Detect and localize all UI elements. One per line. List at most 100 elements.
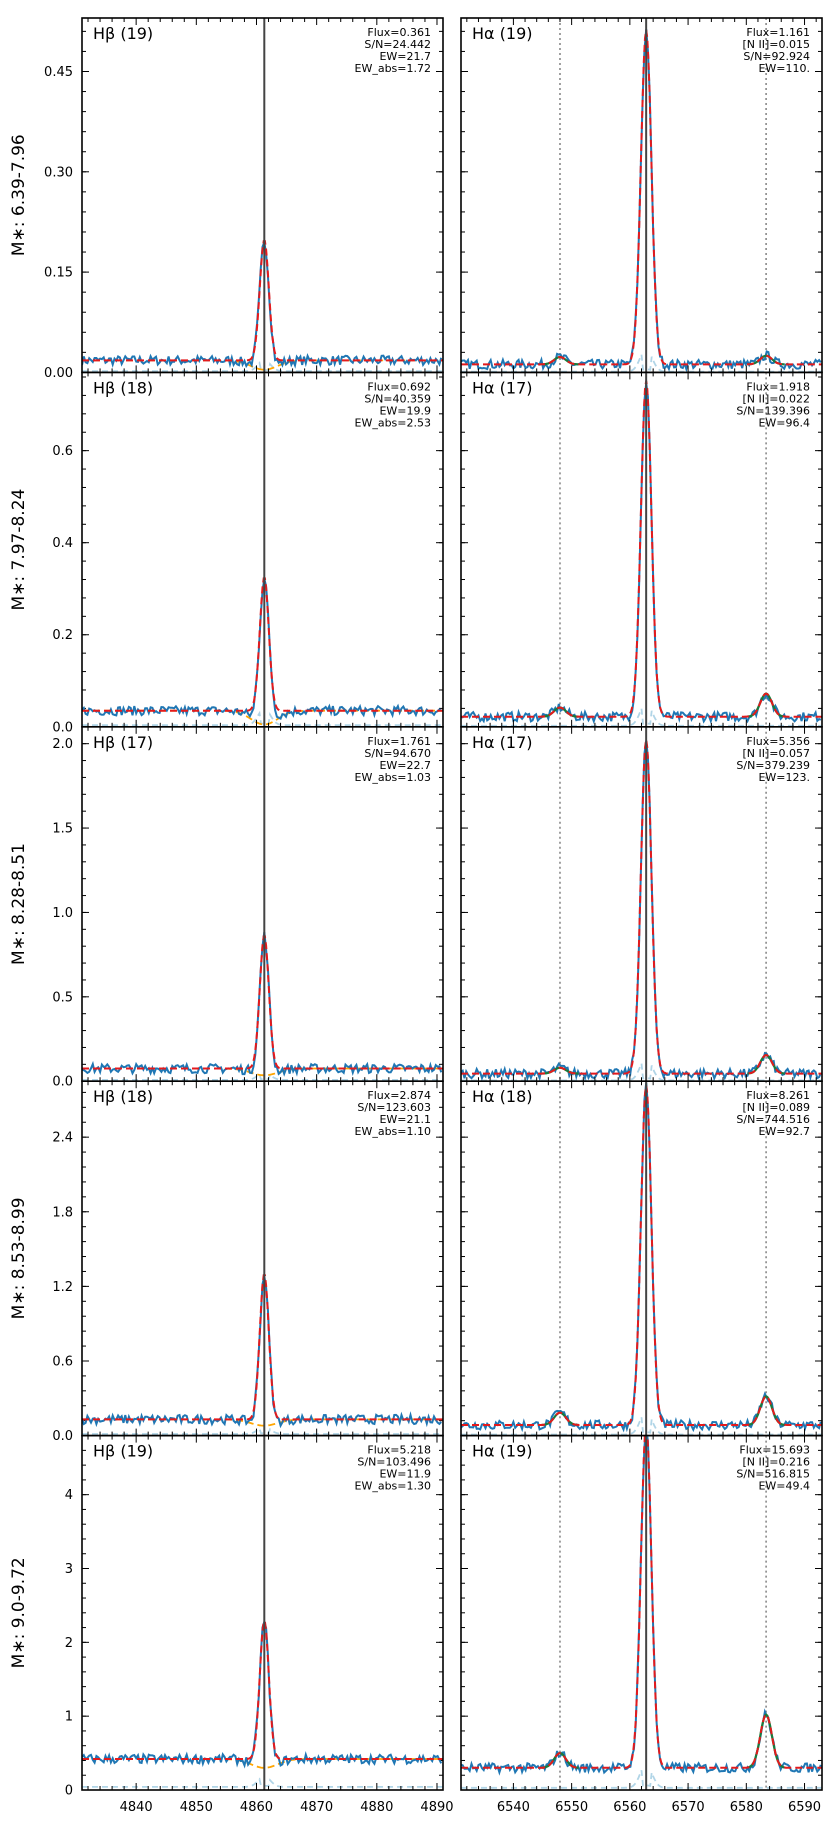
halpha-panel: Hα (17) Flux=5.356[N II]=0.057S/N=379.239…	[460, 725, 823, 1082]
fit-stat-text: S/N=103.496	[357, 1456, 431, 1469]
fit-stat-text: EW=22.7	[379, 759, 431, 772]
model-fit-line	[82, 1274, 443, 1421]
panel-frame	[81, 1434, 444, 1791]
hbeta-panel: Hβ (19) Flux=0.361S/N=24.442EW=21.7EW_abs…	[81, 17, 444, 374]
plot-area	[82, 18, 443, 373]
x-tick-label: 6540	[497, 1800, 530, 1815]
row-mass-label: M∗: 9.0-9.72	[9, 1557, 29, 1668]
y-tick-label: 0.6	[52, 444, 73, 459]
emission-line-name: Hβ (17)	[93, 733, 153, 752]
plot-area	[82, 1081, 443, 1436]
fit-stat-text: Flux=5.218	[367, 1444, 431, 1457]
y-tick-label: 4	[65, 1488, 73, 1503]
y-tick-label: 0.0	[52, 720, 73, 735]
fit-stat-text: [N II]=0.057	[742, 747, 810, 760]
residual-line	[461, 1769, 822, 1789]
emission-line-name: Hβ (18)	[93, 1087, 153, 1106]
emission-line-name: Hα (18)	[472, 1087, 533, 1106]
fit-stat-text: S/N=379.239	[736, 759, 810, 772]
model-fit-line	[82, 1620, 443, 1760]
emission-line-name: Hα (17)	[472, 378, 533, 397]
y-tick-label: 2.4	[52, 1131, 73, 1146]
halpha-panel: Hα (17) Flux=1.918[N II]=0.022S/N=139.396…	[460, 371, 823, 728]
fit-stat-text: EW=11.9	[379, 1468, 431, 1481]
y-tick-label: 0.0	[52, 1429, 73, 1444]
plot-area	[461, 372, 822, 727]
hbeta-panel: Hβ (17) Flux=1.761S/N=94.670EW=22.7EW_abs…	[81, 725, 444, 1082]
data-spectrum-line	[82, 238, 443, 369]
y-tick-label: 0.6	[52, 1354, 73, 1369]
hbeta-panel: Hβ (19) Flux=5.218S/N=103.496EW=11.9EW_ab…	[81, 1434, 444, 1791]
fit-stat-text: Flux=0.361	[367, 26, 431, 39]
fit-stat-text: S/N=40.359	[364, 392, 431, 405]
model-fit-line	[82, 577, 443, 712]
fit-stat-text: Flux=2.874	[367, 1089, 431, 1102]
residual-line	[82, 361, 443, 373]
residual-line	[82, 1777, 443, 1788]
fit-stat-text: Flux=1.761	[367, 735, 431, 748]
fit-stat-text: EW=92.7	[758, 1125, 810, 1138]
fit-stat-text: S/N=139.396	[736, 404, 810, 417]
row-mass-label: M∗: 6.39-7.96	[9, 134, 29, 256]
x-tick-label: 6580	[730, 1800, 763, 1815]
x-tick-label: 4870	[300, 1800, 333, 1815]
plot-area	[82, 372, 443, 727]
data-spectrum-line	[82, 1618, 443, 1769]
fit-stat-text: Flux=0.692	[367, 380, 431, 393]
x-tick-label: 4850	[180, 1800, 213, 1815]
fit-stat-text: S/N=94.670	[364, 747, 431, 760]
fit-stat-text: EW_abs=1.30	[355, 1480, 432, 1493]
y-tick-label: 0.5	[52, 990, 73, 1005]
row-mass-label: M∗: 7.97-8.24	[9, 489, 29, 611]
emission-line-name: Hα (19)	[472, 1442, 533, 1461]
halpha-panel: Hα (19) Flux=15.693[N II]=0.216S/N=516.81…	[460, 1434, 823, 1791]
fit-stat-text: EW_abs=1.10	[355, 1125, 432, 1138]
plot-area	[461, 1435, 822, 1790]
y-tick-label: 0.2	[52, 628, 73, 643]
fit-stat-text: Flux=1.918	[746, 380, 810, 393]
emission-line-name: Hβ (19)	[93, 24, 153, 43]
halpha-panel: Hα (18) Flux=8.261[N II]=0.089S/N=744.516…	[460, 1080, 823, 1437]
emission-line-name: Hβ (19)	[93, 1442, 153, 1461]
absorption-model-line	[82, 1418, 443, 1427]
fit-stat-text: [N II]=0.022	[742, 392, 810, 405]
fit-stat-text: S/N=92.924	[743, 50, 810, 63]
fit-stat-text: S/N=24.442	[364, 38, 431, 51]
y-tick-label: 0.15	[44, 266, 73, 281]
fit-stat-text: EW=49.4	[758, 1480, 810, 1493]
model-fit-line	[461, 1435, 822, 1769]
residual-line	[82, 1072, 443, 1081]
x-tick-label: 6590	[788, 1800, 821, 1815]
fit-stat-text: EW=123.	[758, 771, 810, 784]
fit-stat-text: S/N=123.603	[357, 1101, 431, 1114]
model-fit-line	[461, 1085, 822, 1426]
model-fit-line	[461, 739, 822, 1075]
residual-line	[461, 708, 822, 727]
emission-line-name: Hβ (18)	[93, 378, 153, 397]
fit-stat-text: Flux=15.693	[739, 1444, 810, 1457]
y-tick-label: 2	[65, 1636, 73, 1651]
y-tick-label: 1.0	[52, 906, 73, 921]
fit-stat-text: EW_abs=2.53	[355, 416, 432, 429]
emission-line-name: Hα (17)	[472, 733, 533, 752]
y-tick-label: 1.2	[52, 1280, 73, 1295]
residual-line	[82, 710, 443, 727]
fit-stat-text: EW=21.1	[379, 1113, 431, 1126]
residual-line	[461, 1416, 822, 1436]
data-spectrum-line	[82, 931, 443, 1077]
x-tick-label: 4880	[360, 1800, 393, 1815]
emission-line-name: Hα (19)	[472, 24, 533, 43]
model-fit-line	[82, 240, 443, 362]
x-tick-label: 4860	[240, 1800, 273, 1815]
y-tick-label: 1.5	[52, 822, 73, 837]
x-tick-label: 4890	[420, 1800, 453, 1815]
residual-line	[82, 1427, 443, 1435]
row-mass-label: M∗: 8.28-8.51	[9, 843, 29, 965]
hbeta-panel: Hβ (18) Flux=0.692S/N=40.359EW=19.9EW_abs…	[81, 371, 444, 728]
x-tick-label: 6550	[555, 1800, 588, 1815]
halpha-panel: Hα (19) Flux=1.161[N II]=0.015S/N=92.924E…	[460, 17, 823, 374]
fit-stat-text: EW_abs=1.03	[355, 771, 432, 784]
plot-area	[82, 1435, 443, 1790]
fit-stat-text: Flux=1.161	[746, 26, 810, 39]
